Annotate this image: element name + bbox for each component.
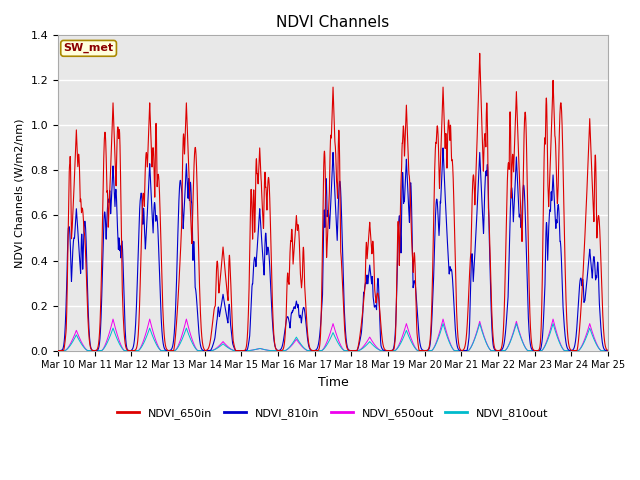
NDVI_650in [554,201,561,206]
NDVI_810out [439,321,447,326]
Text: SW_met: SW_met [63,43,114,53]
NDVI_810out [554,334,561,340]
Title: NDVI Channels: NDVI Channels [276,15,390,30]
NDVI_810out [575,348,582,353]
NDVI_650in [237,348,245,353]
NDVI_650out [120,348,128,353]
NDVI_810in [439,145,447,151]
Y-axis label: NDVI Channels (W/m2/nm): NDVI Channels (W/m2/nm) [15,118,25,268]
NDVI_650out [398,334,406,340]
Line: NDVI_650in: NDVI_650in [58,53,608,350]
X-axis label: Time: Time [317,376,348,389]
NDVI_650in [265,176,273,181]
NDVI_650out [551,323,559,328]
NDVI_650out [575,348,582,353]
NDVI_810in [398,177,406,183]
NDVI_810out [54,348,62,353]
Line: NDVI_810in: NDVI_810in [58,148,608,350]
NDVI_650in [476,50,484,56]
NDVI_810in [575,291,583,297]
NDVI_810in [237,348,245,353]
NDVI_650in [551,130,559,135]
NDVI_650in [54,348,62,353]
NDVI_810in [554,211,561,216]
NDVI_810out [551,326,559,332]
NDVI_810in [120,286,127,292]
Line: NDVI_810out: NDVI_810out [58,324,608,350]
NDVI_650in [398,141,406,146]
NDVI_650out [604,348,612,353]
NDVI_810out [120,348,127,353]
NDVI_810in [604,348,612,353]
NDVI_810out [265,348,273,353]
NDVI_650in [575,333,583,338]
NDVI_810out [604,348,612,353]
NDVI_810in [54,348,62,353]
Line: NDVI_650out: NDVI_650out [58,319,608,350]
NDVI_810in [551,206,559,212]
NDVI_650in [604,348,612,353]
NDVI_810out [398,337,406,343]
NDVI_650out [109,316,117,322]
Legend: NDVI_650in, NDVI_810in, NDVI_650out, NDVI_810out: NDVI_650in, NDVI_810in, NDVI_650out, NDV… [113,404,553,423]
NDVI_650out [265,348,273,353]
NDVI_650out [554,332,561,337]
NDVI_650in [120,324,127,330]
NDVI_810in [265,249,273,254]
NDVI_650out [54,348,62,353]
